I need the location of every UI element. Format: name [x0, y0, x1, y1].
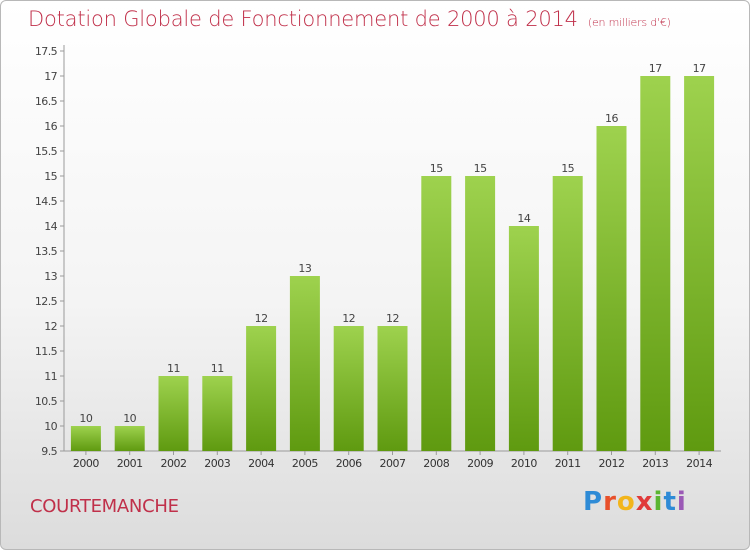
bar-2009 — [465, 176, 496, 451]
chart-title-text: Dotation Globale de Fonctionnement de 20… — [28, 7, 578, 31]
x-tick-label: 2014 — [686, 457, 712, 470]
proxiti-logo: Proxiti — [583, 487, 687, 517]
x-tick-label: 2007 — [380, 457, 406, 470]
y-tick-label: 17 — [44, 70, 57, 83]
commune-name: COURTEMANCHE — [30, 496, 179, 517]
x-tick-label: 2005 — [292, 457, 318, 470]
chart-unit: (en milliers d'€) — [587, 16, 671, 29]
data-label: 15 — [474, 162, 487, 175]
y-tick-label: 11.5 — [35, 345, 58, 358]
data-label: 15 — [561, 162, 574, 175]
data-label: 16 — [605, 112, 618, 125]
bar-2004 — [246, 326, 277, 451]
bar-2010 — [508, 226, 539, 451]
data-label: 14 — [517, 212, 530, 225]
bar-2012 — [596, 126, 627, 451]
bar-2008 — [421, 176, 452, 451]
data-label: 10 — [123, 412, 136, 425]
y-tick-label: 9.5 — [41, 445, 57, 458]
x-tick-label: 2010 — [511, 457, 537, 470]
data-label: 12 — [255, 312, 268, 325]
data-label: 15 — [430, 162, 443, 175]
data-label: 12 — [342, 312, 355, 325]
y-tick-label: 14.5 — [35, 195, 58, 208]
bar-2013 — [640, 76, 671, 451]
data-label: 13 — [298, 262, 311, 275]
bar-2006 — [333, 326, 364, 451]
logo-letter: P — [583, 487, 604, 517]
y-tick-label: 12 — [44, 320, 57, 333]
x-tick-label: 2009 — [467, 457, 493, 470]
x-tick-label: 2008 — [423, 457, 449, 470]
data-label: 17 — [693, 62, 706, 75]
data-label: 11 — [211, 362, 224, 375]
x-tick-label: 2001 — [117, 457, 143, 470]
x-tick-label: 2004 — [248, 457, 274, 470]
x-tick-label: 2000 — [73, 457, 99, 470]
y-tick-label: 16 — [44, 120, 57, 133]
chart-title: Dotation Globale de Fonctionnement de 20… — [28, 7, 671, 31]
y-tick-label: 13.5 — [35, 245, 58, 258]
logo-letter: o — [616, 487, 636, 517]
logo-letter: i — [676, 487, 687, 517]
y-tick-label: 16.5 — [35, 95, 58, 108]
data-label: 10 — [79, 412, 92, 425]
bar-2005 — [289, 276, 320, 451]
x-tick-label: 2013 — [642, 457, 668, 470]
bar-2014 — [684, 76, 715, 451]
logo-letter: r — [603, 487, 617, 517]
x-tick-label: 2002 — [161, 457, 187, 470]
bar-2000 — [70, 426, 101, 451]
data-label: 11 — [167, 362, 180, 375]
y-tick-label: 15.5 — [35, 145, 58, 158]
y-tick-label: 14 — [44, 220, 57, 233]
x-tick-label: 2006 — [336, 457, 362, 470]
data-label: 12 — [386, 312, 399, 325]
bar-2011 — [552, 176, 583, 451]
x-tick-label: 2012 — [599, 457, 625, 470]
bar-2003 — [202, 376, 233, 451]
y-tick-label: 17.5 — [35, 45, 58, 58]
y-tick-label: 10 — [44, 420, 57, 433]
logo-letter: t — [663, 487, 677, 517]
x-tick-label: 2003 — [204, 457, 230, 470]
y-tick-label: 10.5 — [35, 395, 58, 408]
bar-2007 — [377, 326, 408, 451]
data-label: 17 — [649, 62, 662, 75]
logo-letter: i — [653, 487, 664, 517]
logo-letter: x — [635, 487, 654, 517]
bar-2002 — [158, 376, 189, 451]
y-tick-label: 12.5 — [35, 295, 58, 308]
bar-2001 — [114, 426, 145, 451]
y-tick-label: 13 — [44, 270, 57, 283]
y-tick-label: 11 — [44, 370, 57, 383]
x-tick-label: 2011 — [555, 457, 581, 470]
y-tick-label: 15 — [44, 170, 57, 183]
